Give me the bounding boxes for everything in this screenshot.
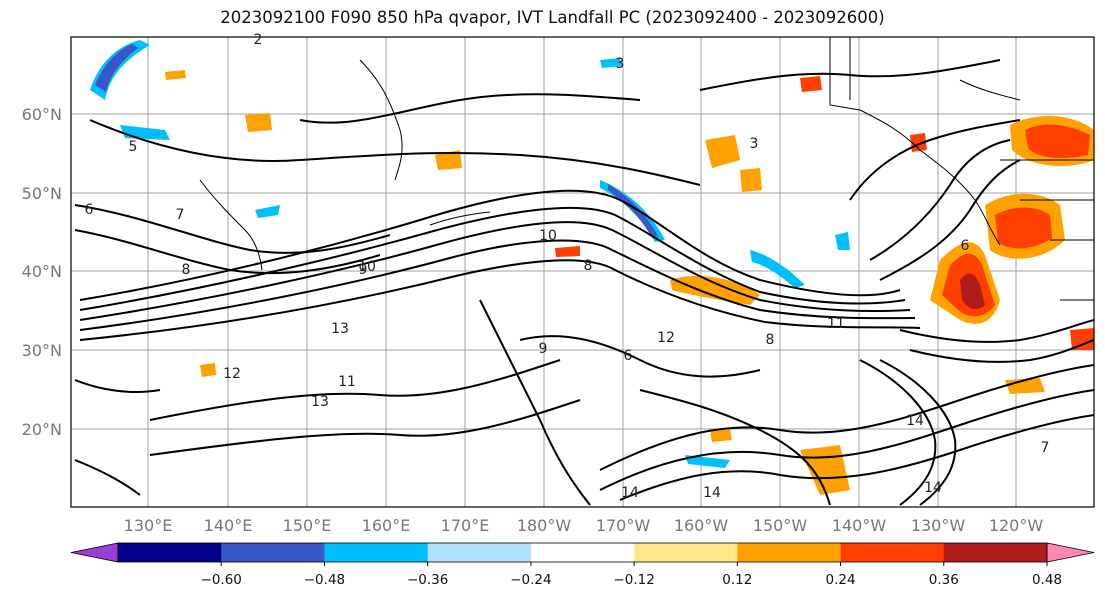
colorbar-segment	[840, 543, 945, 562]
contour-label: 8	[182, 262, 191, 278]
colorbar-tick-label: −0.48	[304, 572, 345, 588]
contour-label: 11	[827, 316, 845, 332]
colorbar-segment	[634, 543, 738, 562]
lon-label: 130°W	[911, 516, 966, 535]
contour-label: 6	[961, 238, 970, 254]
contour-label: 9	[539, 341, 548, 357]
contour-label: 3	[616, 56, 625, 72]
colorbar-tick-label: −0.60	[201, 572, 242, 588]
colorbar-segment	[427, 543, 532, 562]
contour-label: 8	[584, 258, 593, 274]
colorbar	[70, 542, 1095, 563]
colorbar-tick-label: 0.12	[722, 572, 752, 588]
colorbar-tick-label: −0.36	[407, 572, 448, 588]
map-frame	[70, 36, 1095, 508]
lon-label: 130°E	[124, 516, 173, 535]
lon-label: 140°W	[832, 516, 887, 535]
latitude-labels: 60°N 50°N 40°N 30°N 20°N	[22, 105, 62, 439]
colorbar-tick-label: 0.24	[826, 572, 856, 588]
lat-label: 40°N	[22, 262, 62, 281]
lat-label: 30°N	[22, 341, 62, 360]
lon-label: 150°E	[283, 516, 332, 535]
contour-label: 2	[254, 32, 263, 48]
colorbar-tick-label: 0.36	[929, 572, 959, 588]
contour-label: 3	[750, 136, 759, 152]
colorbar-segment	[324, 543, 429, 562]
lon-label: 140°E	[204, 516, 253, 535]
contour-label: 13	[311, 394, 329, 410]
colorbar-segment	[221, 543, 325, 562]
colorbar-extend-high	[1046, 542, 1095, 563]
contour-label: 14	[906, 413, 924, 429]
contour-label: 14	[924, 480, 942, 496]
lon-label: 170°E	[441, 516, 490, 535]
colorbar-segment	[737, 543, 842, 562]
qvapor-shading	[90, 40, 1094, 495]
longitude-labels: 130°E 140°E 150°E 160°E 170°E 180°W 170°W 160°W…	[124, 516, 1044, 535]
contour-label: 6	[624, 348, 633, 364]
colorbar-segment	[530, 543, 635, 562]
contour-label: 11	[338, 374, 356, 390]
contour-label: 6	[85, 202, 94, 218]
contour-label: 14	[703, 485, 721, 501]
contour-label: 14	[621, 485, 639, 501]
contour-label: 10	[358, 259, 376, 275]
contour-label: 10	[539, 228, 557, 244]
colorbar-outline	[117, 542, 1048, 563]
colorbar-extend-low	[70, 542, 119, 563]
lat-label: 20°N	[22, 420, 62, 439]
lat-label: 50°N	[22, 184, 62, 203]
colorbar-tick-label: −0.24	[510, 572, 551, 588]
contour-label: 7	[1041, 440, 1050, 456]
colorbar-tick-label: 0.48	[1032, 572, 1062, 588]
lon-label: 160°W	[674, 516, 729, 535]
contour-label: 5	[129, 139, 138, 155]
lon-label: 160°E	[362, 516, 411, 535]
qvapor-contours	[74, 59, 1094, 506]
lon-label: 170°W	[596, 516, 651, 535]
coastlines	[199, 37, 1094, 301]
figure-title: 2023092100 F090 850 hPa qvapor, IVT Land…	[220, 8, 885, 27]
lon-label: 150°W	[753, 516, 808, 535]
contour-label: 9	[359, 262, 368, 278]
contour-label: 12	[223, 366, 241, 382]
contour-label: 7	[176, 207, 185, 223]
colorbar-segment	[118, 543, 222, 562]
colorbar-ticks: −0.60 −0.48 −0.36 −0.24 −0.12 0.12 0.24 0.36 0.4…	[201, 562, 1062, 588]
colorbar-segment	[943, 543, 1048, 562]
contour-label: 12	[657, 330, 675, 346]
lon-label: 120°W	[989, 516, 1044, 535]
contour-label: 13	[331, 321, 349, 337]
lon-label: 180°W	[517, 516, 572, 535]
lat-label: 60°N	[22, 105, 62, 124]
contour-label: 8	[766, 332, 775, 348]
colorbar-tick-label: −0.12	[613, 572, 654, 588]
